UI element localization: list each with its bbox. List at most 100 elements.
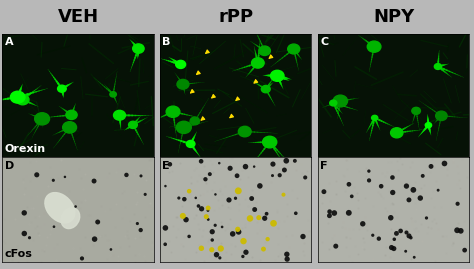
Point xyxy=(123,173,130,177)
Circle shape xyxy=(261,86,270,93)
Point xyxy=(441,161,448,166)
Point xyxy=(232,196,239,200)
Point xyxy=(234,227,242,232)
Ellipse shape xyxy=(61,208,80,229)
Point xyxy=(181,197,188,201)
Point xyxy=(402,249,410,253)
Point xyxy=(50,225,58,229)
Circle shape xyxy=(176,60,186,69)
Point xyxy=(202,214,210,219)
Circle shape xyxy=(35,113,50,125)
Point xyxy=(216,161,223,165)
Point xyxy=(179,214,187,218)
Circle shape xyxy=(367,41,381,52)
Text: cFos: cFos xyxy=(5,249,33,259)
Point xyxy=(283,257,291,261)
Point xyxy=(326,214,333,218)
Point xyxy=(206,172,214,176)
Point xyxy=(292,211,300,215)
Text: F: F xyxy=(320,161,328,171)
Text: A: A xyxy=(5,37,13,47)
Point xyxy=(197,159,205,163)
Circle shape xyxy=(330,100,337,106)
Point xyxy=(204,208,212,213)
Point xyxy=(49,178,57,182)
Point xyxy=(166,162,173,167)
Point xyxy=(235,189,242,193)
Circle shape xyxy=(57,85,66,92)
Circle shape xyxy=(372,115,378,120)
Text: rPP: rPP xyxy=(218,8,254,26)
Point xyxy=(72,204,80,209)
Point xyxy=(107,247,115,252)
Circle shape xyxy=(17,94,29,105)
Text: Orexin: Orexin xyxy=(5,144,46,154)
Point xyxy=(264,237,272,241)
Point xyxy=(212,192,219,197)
Point xyxy=(454,201,461,206)
Point xyxy=(61,175,69,179)
Point xyxy=(240,239,247,243)
Point xyxy=(392,231,400,236)
Circle shape xyxy=(128,121,137,129)
Text: C: C xyxy=(320,37,328,47)
Point xyxy=(434,188,442,192)
Circle shape xyxy=(133,44,144,53)
Point xyxy=(260,247,267,251)
Circle shape xyxy=(434,63,441,69)
Point xyxy=(365,169,373,173)
Point xyxy=(410,255,418,259)
Point xyxy=(201,177,209,181)
Point xyxy=(256,184,264,188)
Point xyxy=(453,228,461,232)
Point xyxy=(209,229,216,234)
Point xyxy=(90,179,98,183)
Point xyxy=(20,231,28,236)
Point xyxy=(209,238,216,242)
Point xyxy=(359,222,366,226)
Circle shape xyxy=(436,111,447,121)
Point xyxy=(204,217,212,222)
Point xyxy=(369,233,376,237)
Point xyxy=(137,228,145,232)
Circle shape xyxy=(425,123,432,128)
Circle shape xyxy=(110,92,117,97)
Point xyxy=(250,164,258,169)
Point xyxy=(175,196,182,200)
Point xyxy=(229,232,237,236)
Point xyxy=(389,190,397,195)
Circle shape xyxy=(114,110,126,120)
Point xyxy=(255,215,263,220)
Point xyxy=(457,229,465,233)
Point xyxy=(280,193,287,197)
Point xyxy=(78,256,86,261)
Text: D: D xyxy=(5,161,14,171)
Point xyxy=(377,184,385,188)
Text: VEH: VEH xyxy=(57,8,99,26)
Point xyxy=(239,254,246,259)
Point xyxy=(405,198,413,202)
Point xyxy=(219,225,226,229)
Point xyxy=(91,237,99,241)
Ellipse shape xyxy=(45,193,75,223)
Circle shape xyxy=(166,106,180,117)
Point xyxy=(185,234,193,239)
Circle shape xyxy=(176,121,191,133)
Point xyxy=(26,236,33,240)
Point xyxy=(417,196,424,200)
Point xyxy=(192,196,200,200)
Point xyxy=(390,246,398,251)
Point xyxy=(137,174,145,178)
Point xyxy=(402,184,410,188)
Point xyxy=(270,221,277,225)
Point xyxy=(299,234,307,239)
Circle shape xyxy=(190,117,200,125)
Circle shape xyxy=(391,128,403,138)
Point xyxy=(345,182,353,186)
Point xyxy=(410,188,417,192)
Point xyxy=(269,174,276,178)
Point xyxy=(162,242,169,246)
Point xyxy=(281,168,288,172)
Circle shape xyxy=(238,126,251,137)
Point xyxy=(365,178,373,183)
